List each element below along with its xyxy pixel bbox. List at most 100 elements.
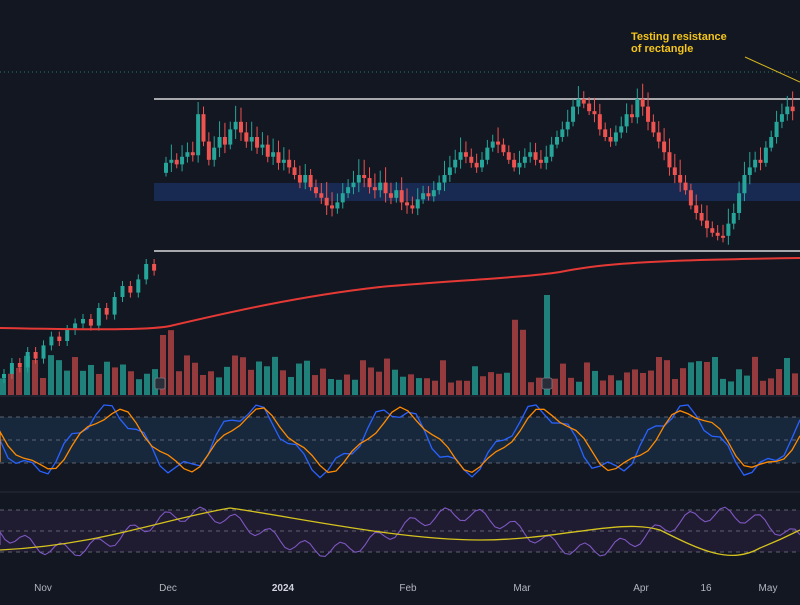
volume-bar: [432, 380, 438, 395]
candle-body: [383, 182, 388, 194]
volume-bar: [288, 376, 294, 395]
candle-body: [785, 106, 790, 115]
volume-bar: [312, 375, 318, 395]
volume-bar: [752, 356, 758, 395]
candle-body: [174, 159, 179, 165]
candle-body: [437, 182, 442, 191]
candle-body: [112, 297, 117, 315]
candle-body: [362, 175, 367, 179]
candle-body: [265, 144, 270, 157]
volume-bar: [584, 362, 590, 395]
volume-bar: [528, 382, 534, 395]
candle-body: [742, 175, 747, 194]
candle-body: [758, 159, 763, 163]
volume-bar: [56, 360, 62, 395]
volume-bar: [392, 369, 398, 395]
chart-annotation: Testing resistance of rectangle: [628, 30, 730, 56]
volume-bar: [672, 379, 678, 395]
candle-body: [260, 144, 265, 148]
volume-bar: [640, 372, 646, 395]
candle-body: [565, 121, 570, 130]
candle-body: [763, 147, 768, 163]
volume-bar: [776, 369, 782, 395]
volume-bar: [304, 360, 310, 395]
candle-body: [726, 223, 731, 236]
volume-bar: [320, 368, 326, 395]
candle-body: [501, 144, 506, 153]
candle-body: [442, 175, 447, 183]
candle-body: [613, 132, 618, 142]
candle-body: [453, 159, 458, 168]
volume-bar: [496, 373, 502, 395]
candle-body: [731, 213, 736, 224]
volume-bar: [552, 378, 558, 395]
candle-body: [646, 106, 651, 122]
candle-body: [581, 99, 586, 104]
candle-body: [104, 308, 109, 315]
volume-bar: [488, 372, 494, 395]
candle-body: [405, 202, 410, 206]
candle-body: [608, 137, 613, 142]
candle-body: [485, 147, 490, 160]
candle-body: [629, 114, 634, 118]
volume-bar: [224, 366, 230, 395]
volume-bar: [720, 378, 726, 395]
volume-bar: [32, 360, 38, 395]
volume-bar: [184, 355, 190, 395]
candle-body: [228, 129, 233, 145]
candle-body: [769, 137, 774, 148]
volume-bar: [280, 370, 286, 395]
candle-body: [533, 152, 538, 160]
candle-body: [378, 182, 383, 191]
volume-bar: [160, 334, 166, 395]
candle-body: [656, 132, 661, 142]
volume-bar: [536, 377, 542, 395]
candle-body: [774, 121, 779, 137]
volume-bar: [168, 330, 174, 395]
x-tick-label: Dec: [159, 583, 177, 594]
volume-bar: [560, 363, 566, 395]
x-tick-label: Mar: [513, 583, 531, 594]
candle-body: [212, 147, 217, 160]
value-zone-band: [154, 183, 800, 201]
candle-body: [222, 137, 227, 145]
volume-bar: [336, 379, 342, 395]
volume-bar: [112, 367, 118, 395]
candle-body: [128, 286, 133, 293]
volume-bar: [576, 381, 582, 395]
candle-body: [779, 114, 784, 122]
candle-body: [635, 99, 640, 118]
volume-bar: [448, 382, 454, 395]
volume-bar: [16, 367, 22, 395]
candle-body: [496, 141, 501, 145]
volume-bar: [408, 374, 414, 395]
candle-body: [458, 152, 463, 160]
volume-bar: [544, 295, 550, 395]
volume-bar: [296, 363, 302, 395]
candle-body: [688, 190, 693, 206]
volume-bar: [480, 376, 486, 395]
candle-body: [180, 156, 185, 165]
candle-body: [249, 137, 254, 142]
candle-body: [662, 141, 667, 153]
volume-bar: [568, 377, 574, 395]
earnings-marker: [541, 377, 553, 390]
volume-bar: [464, 380, 470, 395]
candle-body: [619, 126, 624, 133]
candle-body: [463, 152, 468, 157]
candle-body: [136, 279, 141, 293]
volume-bar: [96, 373, 102, 395]
volume-bar: [384, 358, 390, 395]
volume-bar: [200, 375, 206, 395]
candle-body: [571, 106, 576, 122]
candle-body: [715, 232, 720, 236]
volume-bar: [656, 357, 662, 395]
candle-body: [388, 193, 393, 198]
volume-bar: [416, 378, 422, 395]
candle-body: [319, 193, 324, 198]
volume-bar: [104, 361, 110, 395]
volume-bar: [504, 372, 510, 395]
volume-bar: [344, 374, 350, 395]
candle-body: [287, 159, 292, 168]
